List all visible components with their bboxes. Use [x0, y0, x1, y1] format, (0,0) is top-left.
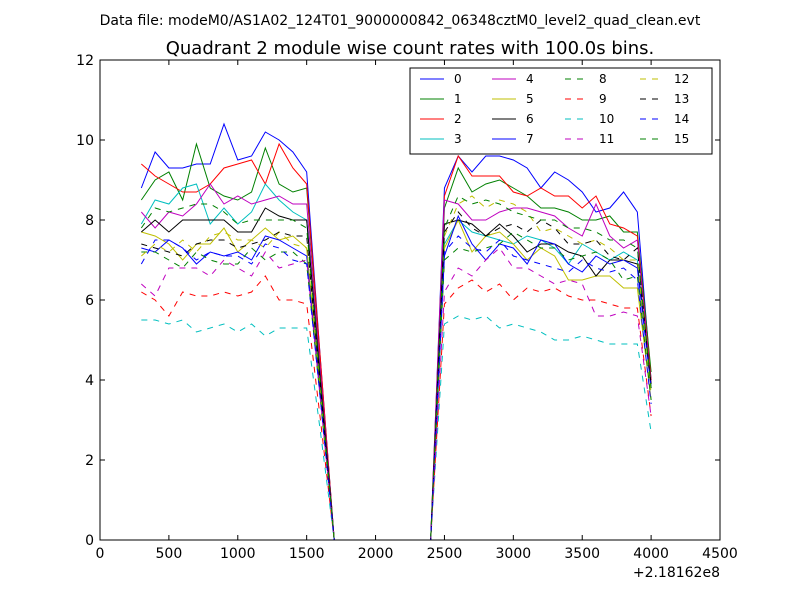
- legend-item-2: 2: [420, 112, 462, 126]
- series-line-11: [141, 247, 652, 540]
- y-tick-label: 6: [85, 293, 94, 309]
- legend-item-10: 10: [565, 112, 614, 126]
- legend-label: 15: [674, 132, 689, 146]
- legend-label: 7: [526, 132, 534, 146]
- legend-label: 13: [674, 92, 689, 106]
- legend-label: 0: [454, 72, 462, 86]
- legend-label: 8: [599, 72, 607, 86]
- x-tick-label: 2000: [358, 546, 394, 562]
- legend-item-4: 4: [492, 72, 534, 86]
- x-tick-label: 3000: [496, 546, 532, 562]
- x-tick-label: 500: [156, 546, 183, 562]
- legend-item-12: 12: [640, 72, 689, 86]
- legend-item-5: 5: [492, 92, 534, 106]
- legend-label: 6: [526, 112, 534, 126]
- legend-label: 11: [599, 132, 614, 146]
- legend-item-7: 7: [492, 132, 534, 146]
- legend-label: 12: [674, 72, 689, 86]
- legend-item-3: 3: [420, 132, 462, 146]
- legend-item-1: 1: [420, 92, 462, 106]
- legend-item-15: 15: [640, 132, 689, 146]
- legend-item-0: 0: [420, 72, 462, 86]
- x-tick-label: 2500: [427, 546, 463, 562]
- legend-label: 4: [526, 72, 534, 86]
- legend-item-13: 13: [640, 92, 689, 106]
- legend-label: 10: [599, 112, 614, 126]
- x-tick-label: 4500: [702, 546, 738, 562]
- x-tick-label: 1000: [220, 546, 256, 562]
- legend-box: [409, 67, 713, 155]
- series-line-14: [140, 235, 652, 540]
- legend-label: 3: [454, 132, 462, 146]
- legend-label: 14: [674, 112, 689, 126]
- legend-label: 1: [454, 92, 462, 106]
- legend-item-9: 9: [565, 92, 607, 106]
- y-tick-label: 12: [76, 53, 94, 69]
- legend-item-6: 6: [492, 112, 534, 126]
- legend-label: 2: [454, 112, 462, 126]
- x-tick-label: 0: [96, 546, 105, 562]
- x-tick-label: 4000: [633, 546, 669, 562]
- y-tick-label: 0: [85, 533, 94, 549]
- y-tick-label: 10: [76, 133, 94, 149]
- y-tick-label: 4: [85, 373, 94, 389]
- legend-label: 9: [599, 92, 607, 106]
- series-layer: [140, 122, 652, 540]
- series-line-10: [141, 315, 652, 540]
- figure-title: Data file: modeM0/AS1A02_124T01_90000008…: [100, 13, 701, 29]
- y-tick-label: 2: [85, 453, 94, 469]
- x-tick-label: 1500: [289, 546, 325, 562]
- ticks-layer: 0 500 1000 1500 2000 2500 3000 3500 4000 4500 0 2 4 6…: [76, 53, 738, 562]
- legend-item-8: 8: [565, 72, 607, 86]
- y-tick-label: 8: [85, 213, 94, 229]
- legend-item-14: 14: [640, 112, 689, 126]
- chart-title: Quadrant 2 module wise count rates with …: [166, 38, 655, 59]
- series-line-9: [141, 275, 652, 540]
- series-line-4: [140, 183, 652, 540]
- legend-item-11: 11: [565, 132, 614, 146]
- legend-label: 5: [526, 92, 534, 106]
- x-offset-label: +2.18162e8: [633, 565, 720, 581]
- x-tick-label: 3500: [564, 546, 600, 562]
